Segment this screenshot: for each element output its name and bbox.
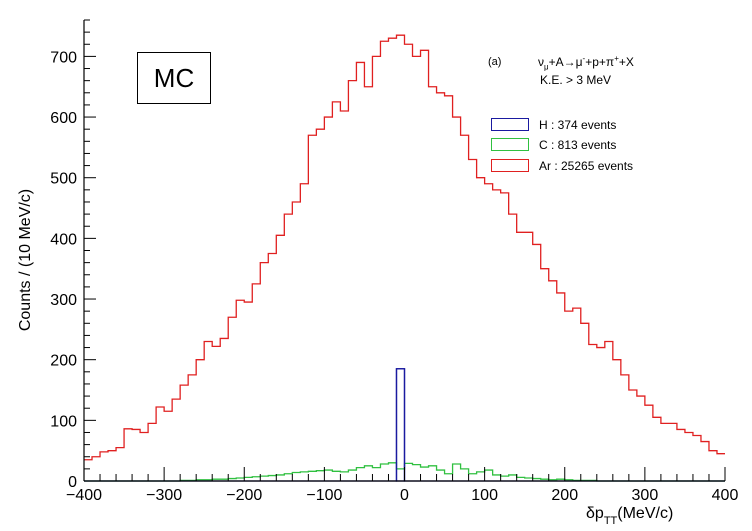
panel-label: (a) [488, 56, 502, 68]
x-tick-label: −200 [226, 487, 262, 504]
x-tick-label: 100 [471, 487, 498, 504]
x-tick-label: −400 [66, 487, 102, 504]
bin-h-39 [395, 368, 406, 482]
legend-swatch-h [491, 118, 529, 131]
legend-entry-h: H : 374 events [491, 117, 616, 132]
x-tick-label: 0 [400, 487, 409, 504]
x-tick-label: 200 [551, 487, 578, 504]
y-tick-label: 100 [50, 413, 77, 430]
y-tick-label: 200 [50, 353, 77, 370]
x-axis-title: δpTT(MeV/c) [586, 505, 673, 527]
series-ar-outline [84, 34, 725, 461]
legend-swatch-c [491, 138, 529, 151]
legend-label-h: H : 374 events [539, 117, 617, 132]
x-tick-label: 400 [712, 487, 739, 504]
y-tick-label: 400 [50, 231, 77, 248]
x-tick-label: −100 [306, 487, 342, 504]
legend-label-ar: Ar : 25265 events [539, 158, 634, 173]
y-tick-label: 300 [50, 292, 77, 309]
y-tick-label: 700 [50, 49, 77, 66]
y-axis-title: Counts / (10 MeV/c) [17, 189, 34, 331]
process-label: νμ+A→μ-+p+π++X [538, 54, 634, 72]
cut-label: K.E. > 3 MeV [540, 73, 612, 87]
legend-label-c: C : 813 events [539, 137, 617, 152]
mc-label: MC [153, 62, 195, 93]
x-tick-label: −300 [146, 487, 182, 504]
y-tick-label: 0 [68, 474, 77, 491]
legend-swatch-ar [491, 159, 529, 172]
series-ar [84, 34, 725, 461]
y-tick-label: 600 [50, 110, 77, 127]
axes-layer: 0 100 200 300 400 500 600 700 −400 −300 −200 −100 0 1… [50, 19, 739, 504]
x-tick-label: 300 [632, 487, 659, 504]
y-tick-label: 500 [50, 171, 77, 188]
legend-entry-c: C : 813 events [491, 137, 616, 152]
legend-entry-ar: Ar : 25265 events [491, 158, 633, 173]
mc-label-box: MC [137, 52, 211, 104]
